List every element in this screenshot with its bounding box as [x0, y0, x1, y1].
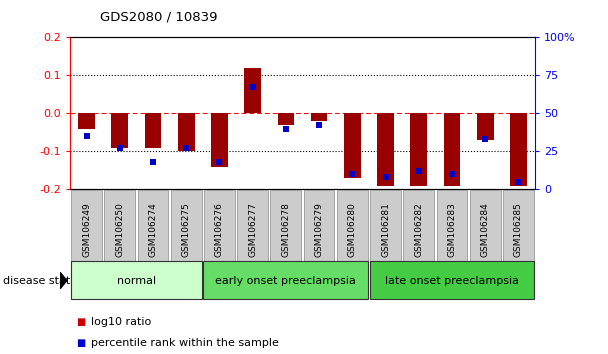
- Polygon shape: [60, 272, 67, 290]
- Text: GSM106249: GSM106249: [82, 202, 91, 257]
- Text: disease state: disease state: [3, 275, 77, 286]
- Bar: [344, 113, 361, 178]
- Text: percentile rank within the sample: percentile rank within the sample: [91, 338, 279, 348]
- Bar: [377, 113, 394, 185]
- Text: GSM106281: GSM106281: [381, 202, 390, 257]
- Bar: [145, 113, 161, 148]
- Bar: [78, 113, 95, 129]
- Text: normal: normal: [117, 275, 156, 286]
- Text: GSM106275: GSM106275: [182, 202, 191, 257]
- Bar: [178, 113, 195, 152]
- Bar: [111, 113, 128, 148]
- Text: GSM106250: GSM106250: [116, 202, 124, 257]
- Text: early onset preeclampsia: early onset preeclampsia: [215, 275, 356, 286]
- Bar: [410, 113, 427, 185]
- Text: late onset preeclampsia: late onset preeclampsia: [385, 275, 519, 286]
- Text: GSM106278: GSM106278: [282, 202, 291, 257]
- Bar: [211, 113, 228, 167]
- Text: GSM106280: GSM106280: [348, 202, 357, 257]
- Text: GSM106285: GSM106285: [514, 202, 523, 257]
- Text: ■: ■: [76, 338, 85, 348]
- Text: GSM106282: GSM106282: [414, 202, 423, 257]
- Text: GSM106283: GSM106283: [447, 202, 457, 257]
- Bar: [510, 113, 527, 185]
- Text: GDS2080 / 10839: GDS2080 / 10839: [100, 10, 218, 23]
- Text: log10 ratio: log10 ratio: [91, 317, 151, 327]
- Bar: [444, 113, 460, 185]
- Bar: [244, 68, 261, 113]
- Text: ■: ■: [76, 317, 85, 327]
- Text: GSM106276: GSM106276: [215, 202, 224, 257]
- Text: GSM106279: GSM106279: [314, 202, 323, 257]
- Text: GSM106274: GSM106274: [148, 202, 157, 257]
- Bar: [278, 113, 294, 125]
- Text: GSM106284: GSM106284: [481, 202, 489, 257]
- Bar: [477, 113, 494, 140]
- Text: GSM106277: GSM106277: [248, 202, 257, 257]
- Bar: [311, 113, 327, 121]
